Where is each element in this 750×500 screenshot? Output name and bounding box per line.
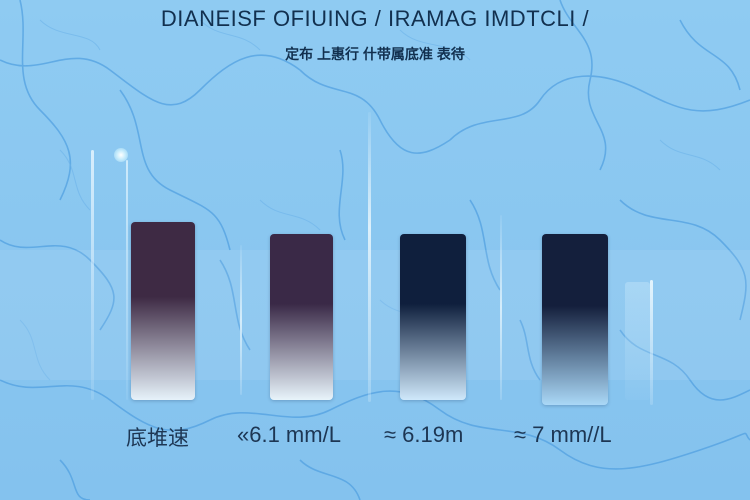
bar-label-2: «6.1 mm/L [237,422,341,447]
bar-label-3: ≈ 6.19m [384,422,464,447]
bar-label-4: ≈ 7 mm//L [514,422,612,447]
glow-dot [114,148,128,162]
bar-3 [400,234,466,400]
chart-subtitle: 定布 上惠行 什带属底准 表待 [285,46,465,62]
chart-title: DIANEISF OFIUING / IRAMAG IMDTCLI / [160,6,590,31]
bar-label-1: 底堆速 [126,427,189,450]
decorative-line [368,112,371,402]
bar-4 [542,234,608,405]
decorative-line [500,215,502,400]
glow-panel [625,282,650,400]
decorative-line [240,245,242,395]
bar-1 [131,222,195,400]
bar-2 [270,234,333,400]
decorative-line [91,150,94,400]
decorative-line [126,160,128,400]
decorative-line [650,280,653,405]
